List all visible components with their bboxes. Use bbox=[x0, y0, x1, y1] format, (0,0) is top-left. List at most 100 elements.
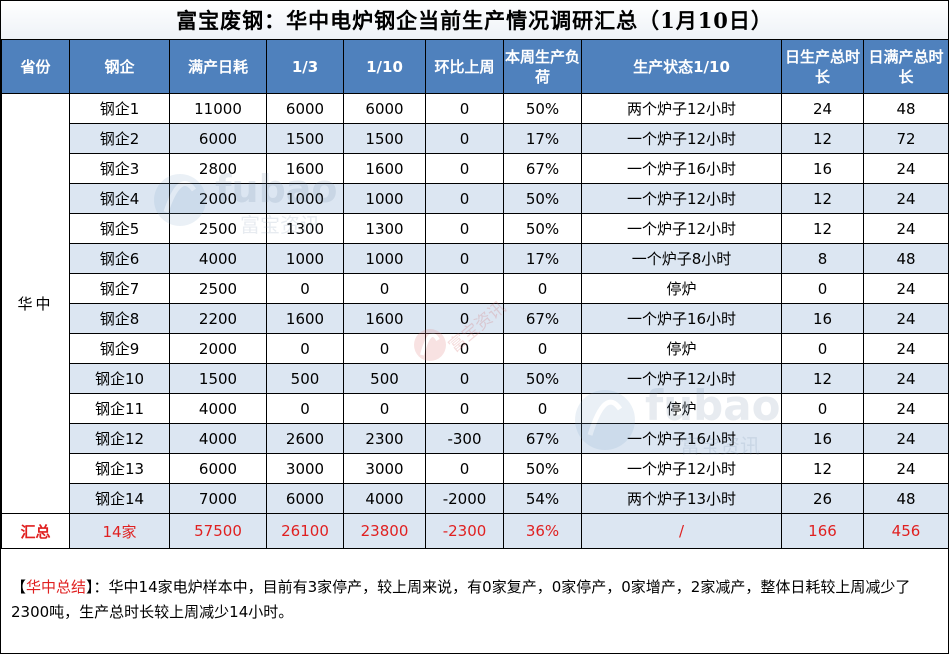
status-cell: 两个炉子12小时 bbox=[581, 93, 782, 124]
full-capacity-cell: 4000 bbox=[169, 393, 267, 424]
status-cell: 停炉 bbox=[581, 333, 782, 364]
full-hours-cell: 48 bbox=[863, 483, 949, 514]
wow-change-cell: 0 bbox=[425, 183, 504, 214]
jan10-cell: 0 bbox=[343, 393, 426, 424]
jan10-cell: 2300 bbox=[343, 423, 426, 454]
company-cell: 钢企6 bbox=[69, 243, 170, 274]
weekly-load-cell: 17% bbox=[503, 243, 582, 274]
col-header-wow-change: 环比上周 bbox=[425, 39, 504, 94]
company-cell: 钢企2 bbox=[69, 123, 170, 154]
table-row: 钢企13 6000 3000 3000 0 50% 一个炉子12小时 12 24 bbox=[2, 453, 949, 484]
col-header-company: 钢企 bbox=[69, 39, 170, 94]
summary-label: 华中总结 bbox=[26, 578, 87, 596]
wow-change-cell: 0 bbox=[425, 393, 504, 424]
daily-hours-cell: 16 bbox=[781, 153, 864, 184]
full-capacity-cell: 1500 bbox=[169, 363, 267, 394]
col-header-jan10: 1/10 bbox=[343, 39, 426, 94]
jan10-cell: 3000 bbox=[343, 453, 426, 484]
weekly-load-cell: 67% bbox=[503, 303, 582, 334]
status-cell: 一个炉子12小时 bbox=[581, 363, 782, 394]
company-cell: 钢企11 bbox=[69, 393, 170, 424]
jan10-cell: 1600 bbox=[343, 303, 426, 334]
col-header-daily-hours: 日生产总时长 bbox=[781, 39, 864, 94]
table-row: 钢企8 2200 1600 1600 0 67% 一个炉子16小时 16 24 bbox=[2, 303, 949, 334]
full-capacity-cell: 4000 bbox=[169, 423, 267, 454]
wow-change-cell: 0 bbox=[425, 453, 504, 484]
jan10-cell: 1000 bbox=[343, 183, 426, 214]
company-cell: 钢企4 bbox=[69, 183, 170, 214]
status-cell: 一个炉子16小时 bbox=[581, 303, 782, 334]
total-cell: 23800 bbox=[343, 513, 426, 549]
summary-note: 【华中总结】：华中14家电炉样本中，目前有3家停产，较上周来说，有0家复产，0家… bbox=[11, 575, 936, 625]
wow-change-cell: -300 bbox=[425, 423, 504, 454]
col-header-weekly-load: 本周生产负荷 bbox=[503, 39, 582, 94]
full-hours-cell: 24 bbox=[863, 183, 949, 214]
daily-hours-cell: 16 bbox=[781, 303, 864, 334]
total-cell: 456 bbox=[863, 513, 949, 549]
jan10-cell: 1500 bbox=[343, 123, 426, 154]
wow-change-cell: 0 bbox=[425, 363, 504, 394]
full-hours-cell: 72 bbox=[863, 123, 949, 154]
total-cell: 26100 bbox=[266, 513, 344, 549]
company-cell: 钢企12 bbox=[69, 423, 170, 454]
table-row: 钢企12 4000 2600 2300 -300 67% 一个炉子16小时 16 24 bbox=[2, 423, 949, 454]
col-header-jan3: 1/3 bbox=[266, 39, 344, 94]
status-cell: 停炉 bbox=[581, 273, 782, 304]
daily-hours-cell: 0 bbox=[781, 273, 864, 304]
jan10-cell: 500 bbox=[343, 363, 426, 394]
daily-hours-cell: 12 bbox=[781, 183, 864, 214]
wow-change-cell: 0 bbox=[425, 243, 504, 274]
status-cell: 一个炉子12小时 bbox=[581, 213, 782, 244]
company-cell: 钢企8 bbox=[69, 303, 170, 334]
table-row: 钢企7 2500 0 0 0 0 停炉 0 24 bbox=[2, 273, 949, 304]
full-hours-cell: 24 bbox=[863, 303, 949, 334]
full-capacity-cell: 2800 bbox=[169, 153, 267, 184]
jan3-cell: 6000 bbox=[266, 483, 344, 514]
company-cell: 钢企14 bbox=[69, 483, 170, 514]
full-hours-cell: 24 bbox=[863, 153, 949, 184]
full-capacity-cell: 2500 bbox=[169, 213, 267, 244]
jan3-cell: 2600 bbox=[266, 423, 344, 454]
weekly-load-cell: 50% bbox=[503, 453, 582, 484]
weekly-load-cell: 50% bbox=[503, 363, 582, 394]
full-hours-cell: 48 bbox=[863, 93, 949, 124]
full-capacity-cell: 2000 bbox=[169, 333, 267, 364]
company-cell: 钢企1 bbox=[69, 93, 170, 124]
wow-change-cell: 0 bbox=[425, 123, 504, 154]
weekly-load-cell: 54% bbox=[503, 483, 582, 514]
wow-change-cell: 0 bbox=[425, 213, 504, 244]
weekly-load-cell: 50% bbox=[503, 213, 582, 244]
table-row: 钢企14 7000 6000 4000 -2000 54% 两个炉子13小时 26 48 bbox=[2, 483, 949, 514]
col-header-full-hours: 日满产总时长 bbox=[863, 39, 949, 94]
jan10-cell: 0 bbox=[343, 333, 426, 364]
table-row: 钢企4 2000 1000 1000 0 50% 一个炉子12小时 12 24 bbox=[2, 183, 949, 214]
full-capacity-cell: 2000 bbox=[169, 183, 267, 214]
summary-text: ：华中14家电炉样本中，目前有3家停产，较上周来说，有0家复产，0家停产，0家增… bbox=[11, 578, 911, 621]
jan3-cell: 1300 bbox=[266, 213, 344, 244]
daily-hours-cell: 0 bbox=[781, 393, 864, 424]
wow-change-cell: 0 bbox=[425, 333, 504, 364]
weekly-load-cell: 67% bbox=[503, 423, 582, 454]
weekly-load-cell: 50% bbox=[503, 93, 582, 124]
company-cell: 钢企5 bbox=[69, 213, 170, 244]
total-cell: -2300 bbox=[425, 513, 504, 549]
table-row: 钢企11 4000 0 0 0 0 停炉 0 24 bbox=[2, 393, 949, 424]
full-capacity-cell: 2200 bbox=[169, 303, 267, 334]
total-cell: 36% bbox=[503, 513, 582, 549]
report-title: 富宝废钢：华中电炉钢企当前生产情况调研汇总（1月10日） bbox=[1, 1, 948, 40]
weekly-load-cell: 0 bbox=[503, 273, 582, 304]
jan3-cell: 1000 bbox=[266, 183, 344, 214]
company-cell: 钢企10 bbox=[69, 363, 170, 394]
summary-label-close: 】 bbox=[86, 578, 94, 596]
table-row: 钢企10 1500 500 500 0 50% 一个炉子12小时 12 24 bbox=[2, 363, 949, 394]
full-hours-cell: 24 bbox=[863, 453, 949, 484]
full-hours-cell: 24 bbox=[863, 213, 949, 244]
status-cell: 一个炉子12小时 bbox=[581, 453, 782, 484]
total-cell: / bbox=[581, 513, 782, 549]
status-cell: 一个炉子8小时 bbox=[581, 243, 782, 274]
status-cell: 一个炉子12小时 bbox=[581, 183, 782, 214]
jan10-cell: 6000 bbox=[343, 93, 426, 124]
province-cell: 华中 bbox=[1, 93, 70, 514]
col-header-status: 生产状态1/10 bbox=[581, 39, 782, 94]
jan3-cell: 1600 bbox=[266, 153, 344, 184]
